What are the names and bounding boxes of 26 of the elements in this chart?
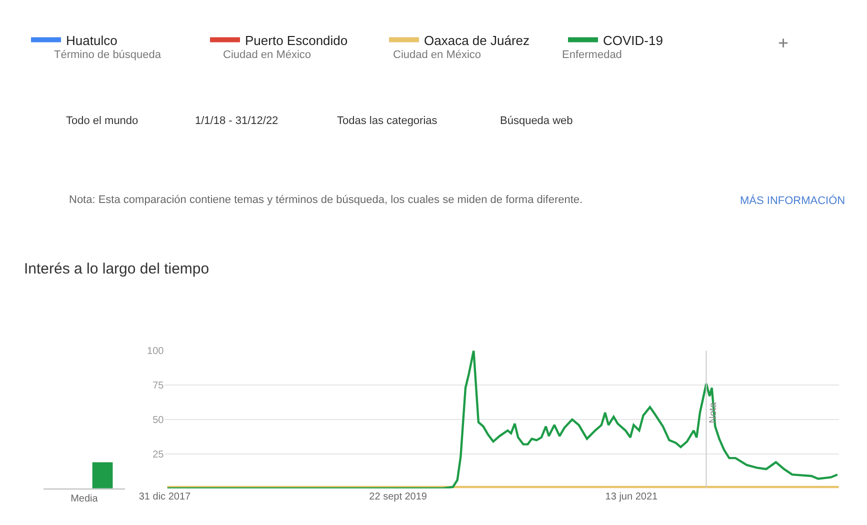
text: Enfermedad (562, 49, 622, 61)
text: Término de búsqueda (54, 49, 162, 61)
chart-title: Interés a lo largo del tiempo (24, 260, 210, 278)
line-series (166, 350, 838, 488)
legend-label: Huatulco (66, 32, 118, 48)
x-tick-label: 31 dic 2017 (138, 491, 191, 502)
text: MÁS INFORMACIÓN (740, 194, 846, 207)
text: Ciudad en México (223, 49, 312, 61)
text: Todo el mundo (66, 115, 138, 127)
x-tick-label: 13 jun 2021 (605, 491, 658, 502)
legend-label: Oaxaca de Juárez (424, 32, 530, 48)
x-tick-label: Media (70, 493, 98, 504)
y-tick-label: 75 (152, 380, 164, 392)
text: Todas las categorias (337, 115, 438, 127)
legend-label: COVID-19 (603, 32, 663, 48)
text: + (778, 33, 789, 53)
text: Nota: Esta comparación contiene temas y términos de búsqueda, los cuales se miden de forma diferente. (69, 194, 583, 206)
y-tick-label: 25 (152, 449, 164, 460)
x-tick-label: 22 sept 2019 (369, 491, 428, 502)
ref-line-label: Nota (708, 402, 720, 424)
y-tick-label: 50 (152, 415, 164, 426)
text: Búsqueda web (500, 115, 573, 127)
y-tick-label: 100 (147, 346, 164, 358)
text: 1/1/18 - 31/12/22 (195, 115, 278, 127)
legend-label: Puerto Escondido (245, 32, 348, 48)
text: Ciudad en México (393, 49, 482, 61)
